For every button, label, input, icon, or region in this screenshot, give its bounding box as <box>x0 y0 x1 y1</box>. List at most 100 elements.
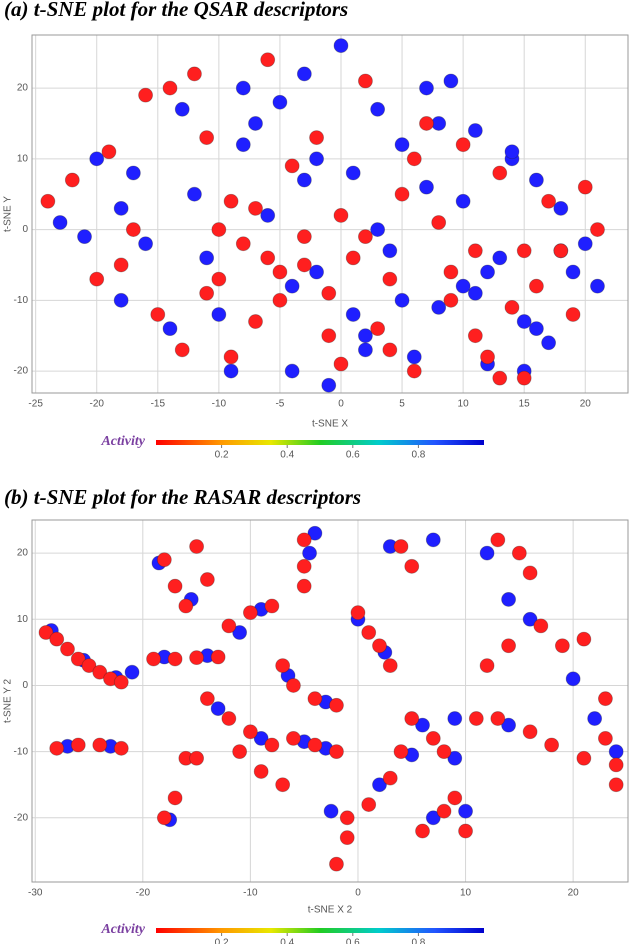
y-axis-label: t-SNE Y <box>3 196 14 232</box>
point <box>210 701 226 717</box>
point <box>577 236 593 252</box>
point <box>345 165 361 181</box>
point <box>406 151 422 167</box>
point <box>309 264 324 280</box>
point <box>162 321 178 337</box>
point <box>529 278 544 294</box>
y-tick-label: 0 <box>22 224 28 235</box>
point <box>577 179 593 195</box>
point <box>321 328 337 344</box>
point <box>296 66 312 82</box>
point <box>358 342 373 358</box>
point <box>394 292 410 308</box>
point <box>467 328 483 344</box>
x-tick-label: 20 <box>580 399 592 410</box>
point <box>329 744 344 760</box>
point <box>419 179 434 195</box>
point <box>480 264 495 280</box>
point <box>345 250 361 266</box>
point <box>275 777 291 793</box>
point <box>89 151 105 167</box>
point <box>404 711 420 726</box>
point <box>92 737 108 753</box>
point <box>253 730 269 746</box>
point <box>321 377 337 393</box>
point <box>307 737 323 753</box>
point <box>138 236 153 252</box>
point <box>467 285 483 301</box>
point <box>296 257 312 273</box>
point <box>248 314 263 329</box>
chart-title: (a) t-SNE plot for the QSAR descriptors <box>4 0 348 21</box>
point <box>329 697 344 713</box>
point <box>590 278 605 294</box>
point <box>174 101 190 117</box>
point <box>598 691 613 707</box>
colorbar-tick-label: 0.8 <box>411 450 425 461</box>
point <box>447 750 463 766</box>
point <box>272 94 288 110</box>
x-tick-label: -20 <box>136 888 151 899</box>
point <box>501 638 516 654</box>
x-tick-label: -30 <box>28 888 43 899</box>
point <box>350 605 366 621</box>
point <box>339 830 355 846</box>
point <box>162 80 178 96</box>
point <box>77 229 92 245</box>
point <box>479 545 495 561</box>
point <box>361 625 377 640</box>
colorbar <box>156 440 484 445</box>
point <box>468 711 484 726</box>
point <box>516 243 532 259</box>
point <box>436 744 452 760</box>
point <box>370 101 386 117</box>
y-tick-label: 20 <box>17 548 29 559</box>
point <box>425 730 441 746</box>
point <box>232 744 248 760</box>
y-tick-label: -20 <box>14 366 29 377</box>
point <box>480 349 495 365</box>
point <box>113 200 129 216</box>
point <box>49 631 65 647</box>
point <box>296 578 312 594</box>
x-tick-label: 10 <box>460 888 472 899</box>
point <box>260 52 276 68</box>
point <box>370 222 386 237</box>
point <box>576 750 592 766</box>
point <box>565 307 581 322</box>
point <box>425 532 441 548</box>
point <box>436 803 452 819</box>
x-tick-label: -20 <box>90 399 105 410</box>
point <box>608 744 624 760</box>
plot-border <box>31 34 629 394</box>
point <box>425 810 441 826</box>
point <box>339 810 355 826</box>
point <box>284 278 300 294</box>
point <box>150 307 166 322</box>
point <box>458 803 473 819</box>
point <box>406 363 422 379</box>
point <box>516 314 532 329</box>
point <box>382 271 398 287</box>
point <box>242 724 258 740</box>
point <box>431 299 447 315</box>
y-tick-label: 10 <box>17 153 29 164</box>
colorbar-tick-label: 0.2 <box>215 938 229 944</box>
point <box>382 770 398 786</box>
point <box>511 545 527 561</box>
point <box>60 641 75 657</box>
point <box>125 165 141 181</box>
y-tick-label: 20 <box>17 83 29 94</box>
point <box>187 186 202 202</box>
point <box>492 370 508 386</box>
colorbar-label: Activity <box>100 922 145 937</box>
point <box>284 158 300 174</box>
point <box>248 200 263 216</box>
point <box>284 363 300 379</box>
point <box>372 638 387 654</box>
point <box>541 335 557 351</box>
point <box>199 285 215 301</box>
point <box>393 539 409 554</box>
point <box>156 552 172 568</box>
point <box>541 193 557 209</box>
